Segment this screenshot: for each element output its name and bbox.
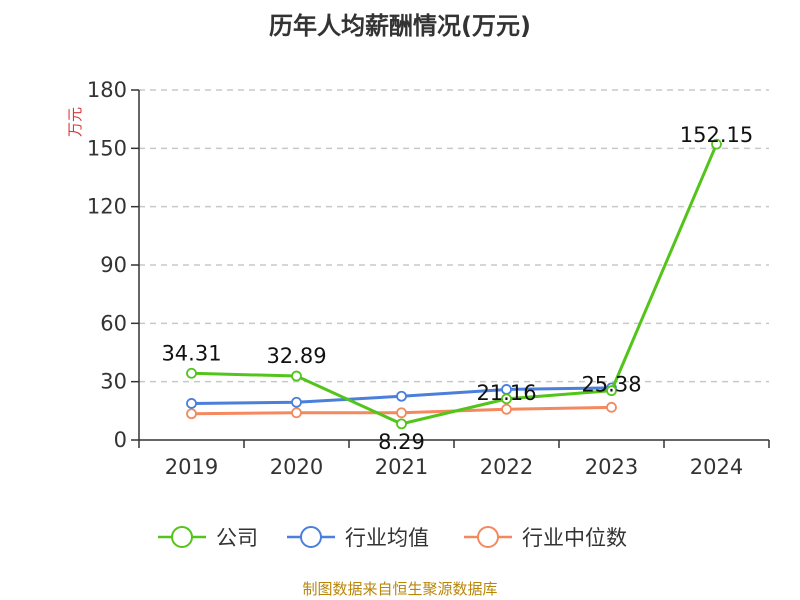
data-label-2023: 25.38 [581, 373, 641, 397]
y-tick-label: 0 [114, 428, 127, 452]
y-axis-label: 万元 [66, 107, 84, 137]
data-point [396, 390, 407, 402]
data-point [501, 393, 512, 405]
x-tick-label-2024: 2024 [690, 455, 743, 479]
x-tick-label-2023: 2023 [585, 455, 638, 479]
legend: 公司 行业均值 行业中位数 [158, 526, 627, 550]
legend-label: 行业均值 [345, 526, 429, 550]
data-point [291, 407, 302, 419]
data-point [186, 398, 197, 409]
data-point [606, 385, 617, 397]
data-label-2024: 152.15 [680, 123, 753, 147]
data-point [291, 370, 302, 382]
data-point [711, 138, 722, 150]
legend-marker [300, 526, 322, 548]
data-label-2020: 32.89 [266, 344, 326, 368]
x-tick-label-2022: 2022 [480, 455, 533, 479]
data-labels: 34.31 32.89 8.29 21.16 25.38 152.15 [161, 123, 753, 454]
data-point [501, 403, 512, 415]
data-label-2019: 34.31 [161, 341, 221, 365]
x-tick-label-2021: 2021 [375, 455, 428, 479]
source-footer: 制图数据来自恒生聚源数据库 [302, 580, 498, 598]
y-tick-label: 60 [100, 311, 127, 335]
x-tick-label-2020: 2020 [270, 455, 323, 479]
data-point [396, 407, 407, 419]
legend-label: 公司 [216, 526, 258, 550]
data-point [396, 418, 407, 430]
y-tick-label: 30 [100, 370, 127, 394]
y-tick-label: 90 [100, 253, 127, 277]
axes: 0 30 60 90 120 150 180 2019 2020 2021 2022 2023 2024… [66, 78, 770, 479]
x-tick-label-2019: 2019 [165, 455, 218, 479]
data-label-2021: 8.29 [378, 430, 425, 454]
y-tick-label: 120 [87, 195, 127, 219]
legend-marker [171, 526, 193, 548]
data-point [606, 401, 617, 413]
series-lines [186, 138, 722, 430]
legend-label: 行业中位数 [522, 526, 627, 550]
chart-title: 历年人均薪酬情况(万元) [269, 12, 531, 40]
y-tick-label: 150 [87, 136, 127, 160]
series-line-0 [191, 143, 718, 426]
data-point [291, 396, 302, 408]
legend-marker [477, 526, 499, 548]
data-point [186, 408, 197, 420]
data-point [186, 367, 197, 379]
y-tick-label: 180 [87, 78, 127, 102]
data-label-2022: 21.16 [476, 381, 536, 405]
gridlines [139, 89, 769, 383]
